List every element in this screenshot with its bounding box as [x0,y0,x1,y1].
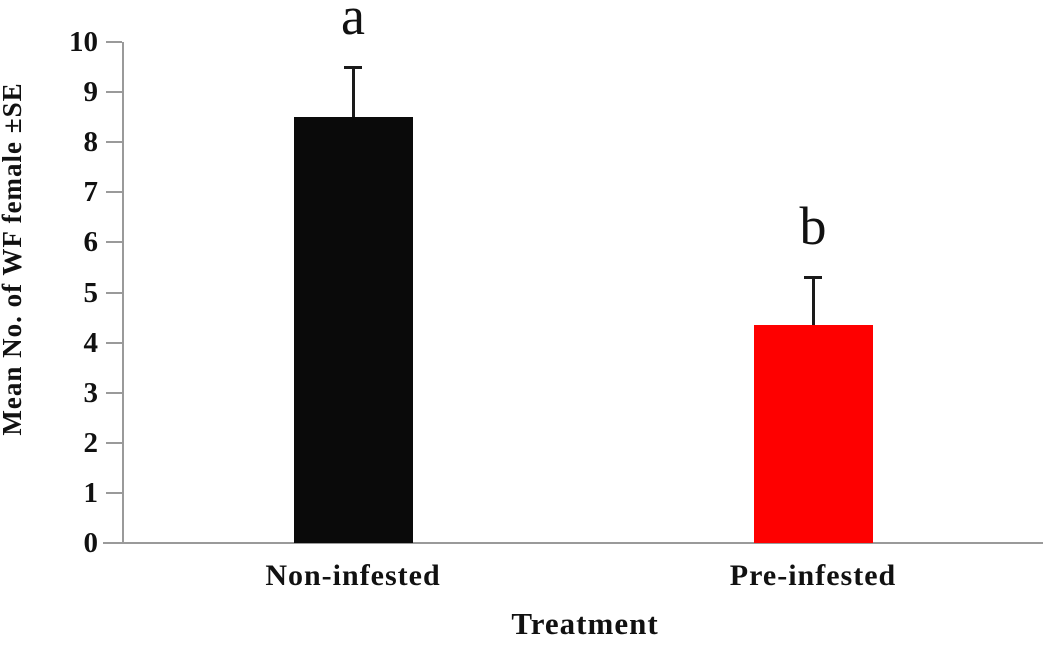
y-tick-mark [106,391,122,394]
y-tick-mark [106,41,122,43]
error-bar-cap-non-infested [344,66,362,69]
x-axis-line [103,542,1043,544]
y-tick-label: 9 [83,76,99,109]
y-tick-mark [106,291,122,294]
error-bar-cap-pre-infested [804,276,822,279]
y-tick-label: 3 [83,376,99,409]
y-tick-label: 10 [69,26,98,58]
error-bar-non-infested [352,67,355,117]
error-bar-pre-infested [812,277,815,325]
category-label-non-infested: Non-infested [265,559,441,592]
bar-non-infested [294,117,413,543]
y-tick-mark [106,191,122,194]
y-tick-mark [106,91,122,94]
y-axis-line [122,42,124,543]
x-axis-title: Treatment [511,606,659,641]
y-tick-mark [106,341,122,344]
category-label-pre-infested: Pre-infested [729,559,897,592]
y-tick-label: 4 [83,326,99,359]
y-tick-mark [106,441,122,444]
bar-pre-infested [754,325,873,543]
y-tick-label: 2 [83,426,99,459]
y-tick-label: 6 [83,226,99,259]
sig-letter-non-infested: a [341,0,365,46]
y-tick-label: 0 [83,527,99,559]
y-tick-label: 7 [83,176,99,209]
y-tick-label: 5 [83,276,99,309]
sig-letter-pre-infested: b [799,196,827,256]
y-tick-mark [106,491,122,494]
y-tick-mark [106,241,122,244]
y-tick-label: 8 [83,126,99,159]
y-tick-mark [106,542,122,544]
y-tick-label: 1 [83,476,99,509]
y-tick-mark [106,141,122,144]
y-axis-title: Mean No. of WF female ±SE [0,82,27,436]
